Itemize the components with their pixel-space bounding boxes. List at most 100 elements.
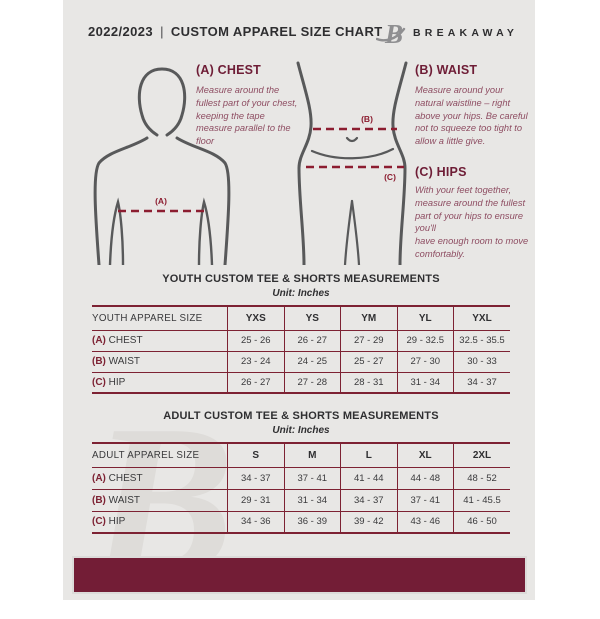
hips-marker-label: (C)	[384, 172, 396, 182]
measurement-row: (B) WAIST 29 - 31 31 - 34 34 - 37 37 - 41 41 …	[92, 489, 510, 511]
waist-marker-label: (B)	[361, 114, 373, 124]
measurement-value-cell: 46 - 50	[453, 511, 510, 533]
measurement-value-cell: 25 - 27	[340, 351, 397, 372]
measurement-value-cell: 29 - 32.5	[396, 330, 454, 351]
row-label-cell: (A) CHEST	[92, 330, 228, 351]
apparel-size-header-cell: ADULT APPAREL SIZE	[92, 449, 200, 461]
apparel-size-header-cell: YOUTH APPAREL SIZE	[92, 312, 203, 324]
size-header-cell: YXL	[453, 306, 510, 330]
title-separator: |	[160, 24, 164, 39]
row-label-cell: (C) HIP	[92, 511, 228, 533]
measurement-value-cell: 25 - 26	[227, 330, 284, 351]
size-header-cell: S	[227, 443, 284, 467]
measurement-value-cell: 41 - 44	[340, 467, 397, 489]
size-header-cell: 2XL	[453, 443, 510, 467]
measurement-value-cell: 36 - 39	[283, 511, 341, 533]
size-header-cell: L	[340, 443, 397, 467]
row-name-label: HIP	[108, 376, 126, 388]
measurement-value-cell: 27 - 28	[283, 372, 341, 393]
measurement-row: (A) CHEST 25 - 26 26 - 27 27 - 29 29 - 32.5 3…	[92, 330, 510, 351]
row-key-label: (C)	[92, 516, 109, 528]
measurement-value-cell: 39 - 42	[340, 511, 397, 533]
measurement-value-cell: 48 - 52	[453, 467, 510, 489]
measurement-value-cell: 34 - 37	[340, 489, 397, 511]
measurement-row: (A) CHEST 34 - 37 37 - 41 41 - 44 44 - 48 48 …	[92, 467, 510, 489]
adult-section-title: ADULT CUSTOM TEE & SHORTS MEASUREMENTS	[163, 410, 439, 422]
waistband-curve	[310, 147, 395, 160]
right-shoulder-arm-line	[175, 136, 231, 265]
waist-heading: (B) WAIST	[415, 63, 478, 77]
row-name-label: WAIST	[108, 356, 140, 367]
row-key-label: (A)	[92, 335, 109, 346]
right-inner-leg-line	[350, 199, 361, 265]
table-header-row: YOUTH APPAREL SIZE YXS YS YM YL YXL	[92, 306, 510, 330]
logo-letter: B	[384, 19, 403, 49]
size-header-cell: YXS	[227, 306, 284, 330]
lower-body-figure: (B) (C)	[296, 61, 408, 265]
youth-section-title: YOUTH CUSTOM TEE & SHORTS MEASUREMENTS	[162, 273, 440, 285]
measurement-value-cell: 32.5 - 35.5	[453, 330, 510, 351]
logo-swoosh	[376, 27, 406, 42]
measurement-value-cell: 26 - 27	[283, 330, 341, 351]
youth-size-table: YOUTH APPAREL SIZE YXS YS YM YL YXL (A) CHEST 2…	[92, 305, 510, 394]
size-header-cell: XL	[396, 443, 454, 467]
navel-mark	[345, 136, 359, 143]
torso-figure: (A)	[93, 67, 231, 265]
measurement-value-cell: 44 - 48	[396, 467, 454, 489]
measurement-value-cell: 41 - 45.5	[453, 489, 510, 511]
chest-marker-label: (A)	[155, 196, 167, 206]
left-body-contour	[296, 61, 313, 265]
brand-name: BREAKAWAY	[413, 27, 519, 39]
measurement-row: (C) HIP 34 - 36 36 - 39 39 - 42 43 - 46 46 - …	[92, 511, 510, 533]
measurement-value-cell: 28 - 31	[340, 372, 397, 393]
right-armpit-line	[197, 197, 214, 265]
measurement-value-cell: 27 - 29	[340, 330, 397, 351]
size-header-cell: YM	[340, 306, 397, 330]
footer-accent-bar	[72, 556, 527, 594]
waist-instructions: Measure around your natural waistline – …	[415, 85, 528, 147]
row-key-label: (A)	[92, 472, 109, 484]
measurement-value-cell: 37 - 41	[396, 489, 454, 511]
left-shoulder-arm-line	[93, 136, 149, 265]
row-name-label: CHEST	[108, 472, 143, 484]
measurement-value-cell: 30 - 33	[453, 351, 510, 372]
measurement-value-cell: 23 - 24	[227, 351, 284, 372]
measurement-value-cell: 29 - 31	[227, 489, 284, 511]
measurement-row: (C) HIP 26 - 27 27 - 28 28 - 31 31 - 34 34 - …	[92, 372, 510, 393]
size-header-cell: M	[283, 443, 341, 467]
measurement-value-cell: 24 - 25	[283, 351, 341, 372]
head-outline	[137, 67, 187, 137]
chart-title: CUSTOM APPAREL SIZE CHART	[170, 24, 383, 39]
measurement-value-cell: 27 - 30	[396, 351, 454, 372]
measurement-value-cell: 34 - 36	[227, 511, 284, 533]
row-name-label: CHEST	[108, 335, 143, 346]
row-key-label: (C)	[92, 376, 109, 388]
measurement-value-cell: 26 - 27	[227, 372, 284, 393]
adult-size-table: ADULT APPAREL SIZE S M L XL 2XL (A) CHEST 34 - …	[92, 442, 510, 534]
row-name-label: WAIST	[108, 494, 140, 506]
measurement-row: (B) WAIST 23 - 24 24 - 25 25 - 27 27 - 30 30 …	[92, 351, 510, 372]
page-title: 2022/2023 | CUSTOM APPAREL SIZE CHART	[88, 24, 383, 39]
season-label: 2022/2023	[88, 24, 154, 39]
row-key-label: (B)	[92, 494, 109, 506]
hips-instructions: With your feet together, measure around …	[415, 185, 529, 260]
measurement-value-cell: 34 - 37	[227, 467, 284, 489]
youth-unit-label: Unit: Inches	[272, 288, 330, 299]
chest-heading: (A) CHEST	[196, 63, 261, 77]
table-header-row: ADULT APPAREL SIZE S M L XL 2XL	[92, 443, 510, 467]
size-header-cell: YS	[283, 306, 341, 330]
left-armpit-line	[108, 197, 125, 265]
row-label-cell: (B) WAIST	[92, 489, 228, 511]
row-label-cell: (C) HIP	[92, 372, 228, 393]
size-header-cell: YL	[396, 306, 454, 330]
hips-heading: (C) HIPS	[415, 165, 467, 179]
row-label-cell: (A) CHEST	[92, 467, 228, 489]
measurement-value-cell: 37 - 41	[283, 467, 341, 489]
page-header: 2022/2023 | CUSTOM APPAREL SIZE CHART B BR…	[63, 16, 535, 56]
chest-instructions: Measure around the fullest part of your …	[196, 85, 298, 147]
adult-unit-label: Unit: Inches	[272, 425, 330, 436]
size-chart-page: B 2022/2023 | CUSTOM APPAREL SIZE CHART B …	[63, 0, 535, 607]
measurement-value-cell: 43 - 46	[396, 511, 454, 533]
measurement-value-cell: 31 - 34	[396, 372, 454, 393]
breakaway-logo-icon: B	[376, 19, 406, 49]
